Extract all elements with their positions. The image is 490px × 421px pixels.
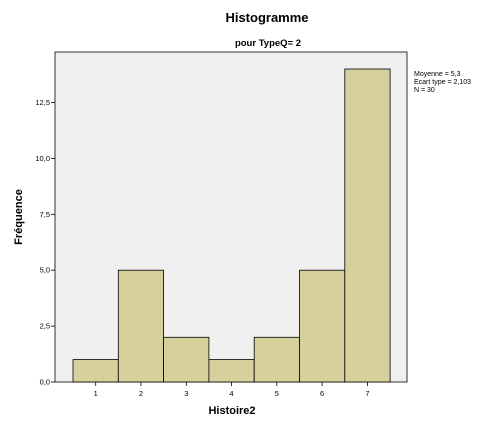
y-tick-label: 12,5 — [35, 98, 50, 107]
x-tick-label: 2 — [139, 389, 143, 398]
y-tick-label: 0,0 — [40, 378, 50, 387]
x-tick-label: 5 — [275, 389, 279, 398]
histogram-bar-6 — [299, 269, 346, 383]
x-axis: 1 2 3 4 5 6 7 — [94, 382, 369, 398]
chart-title: Histogramme — [225, 10, 308, 25]
stats-line: Ecart type = 2,103 — [414, 79, 471, 86]
chart-subtitle: pour TypeQ= 2 — [235, 38, 301, 49]
stats-line: Moyenne = 5,3 — [414, 71, 461, 78]
histogram-bar-1 — [72, 359, 119, 383]
y-axis-label: Fréquence — [13, 189, 25, 245]
x-tick-label: 4 — [229, 389, 233, 398]
y-tick-label: 10,0 — [35, 154, 50, 163]
x-tick-label: 3 — [184, 389, 188, 398]
y-tick-label: 5,0 — [40, 266, 50, 275]
histogram-bar-3 — [163, 336, 210, 383]
y-axis: 0,0 2,5 5,0 7,5 10,0 12,5 — [35, 98, 55, 387]
histogram-bar-4 — [208, 359, 255, 383]
x-tick-label: 1 — [94, 389, 98, 398]
x-tick-label: 7 — [365, 389, 369, 398]
x-axis-label: Histoire2 — [208, 405, 255, 417]
histogram-bar-2 — [117, 269, 165, 383]
stats-line: N = 30 — [414, 87, 435, 94]
histogram-bar-7 — [344, 68, 391, 383]
y-tick-label: 2,5 — [40, 322, 50, 331]
bars-group — [72, 68, 391, 383]
histogram-bar-5 — [253, 336, 300, 383]
x-tick-label: 6 — [320, 389, 324, 398]
y-tick-label: 7,5 — [40, 210, 50, 219]
